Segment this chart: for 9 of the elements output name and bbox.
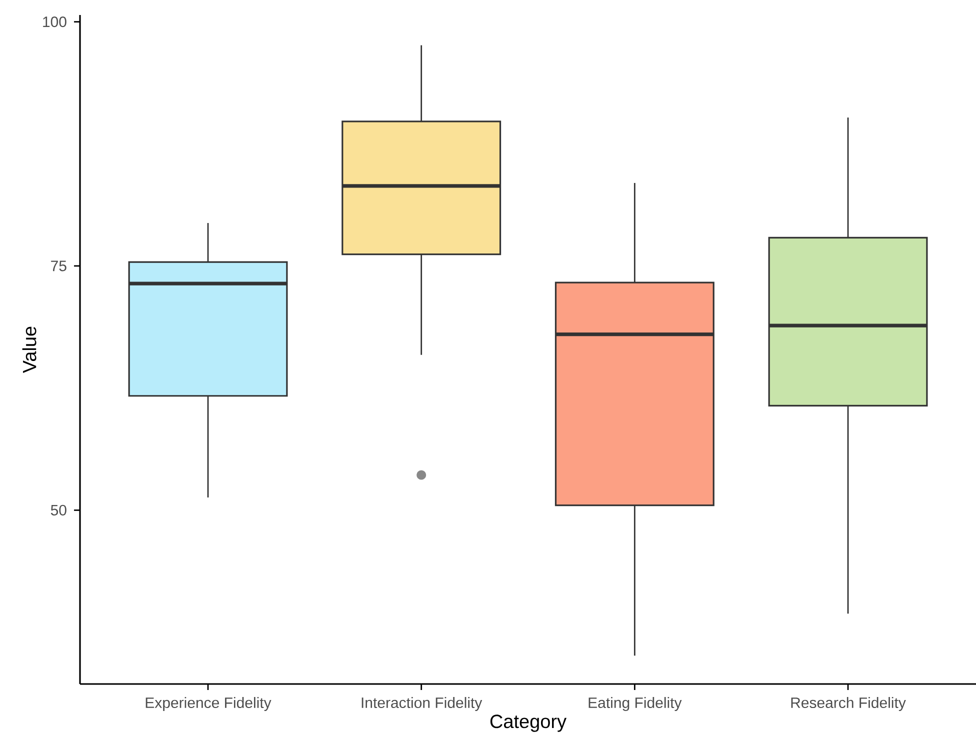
x-tick-label: Experience Fidelity (146, 697, 272, 712)
y-tick-label: 75 (51, 260, 66, 272)
x-tick-label: Research Fidelity (791, 697, 906, 712)
x-axis-title: Category (490, 714, 567, 732)
x-tick-label: Interaction Fidelity (362, 697, 482, 712)
y-tick-label: 50 (50, 504, 66, 516)
y-tick-label: 100 (43, 16, 66, 28)
x-tick-label: Eating Fidelity (588, 697, 682, 712)
y-axis-title: Value (22, 326, 36, 373)
